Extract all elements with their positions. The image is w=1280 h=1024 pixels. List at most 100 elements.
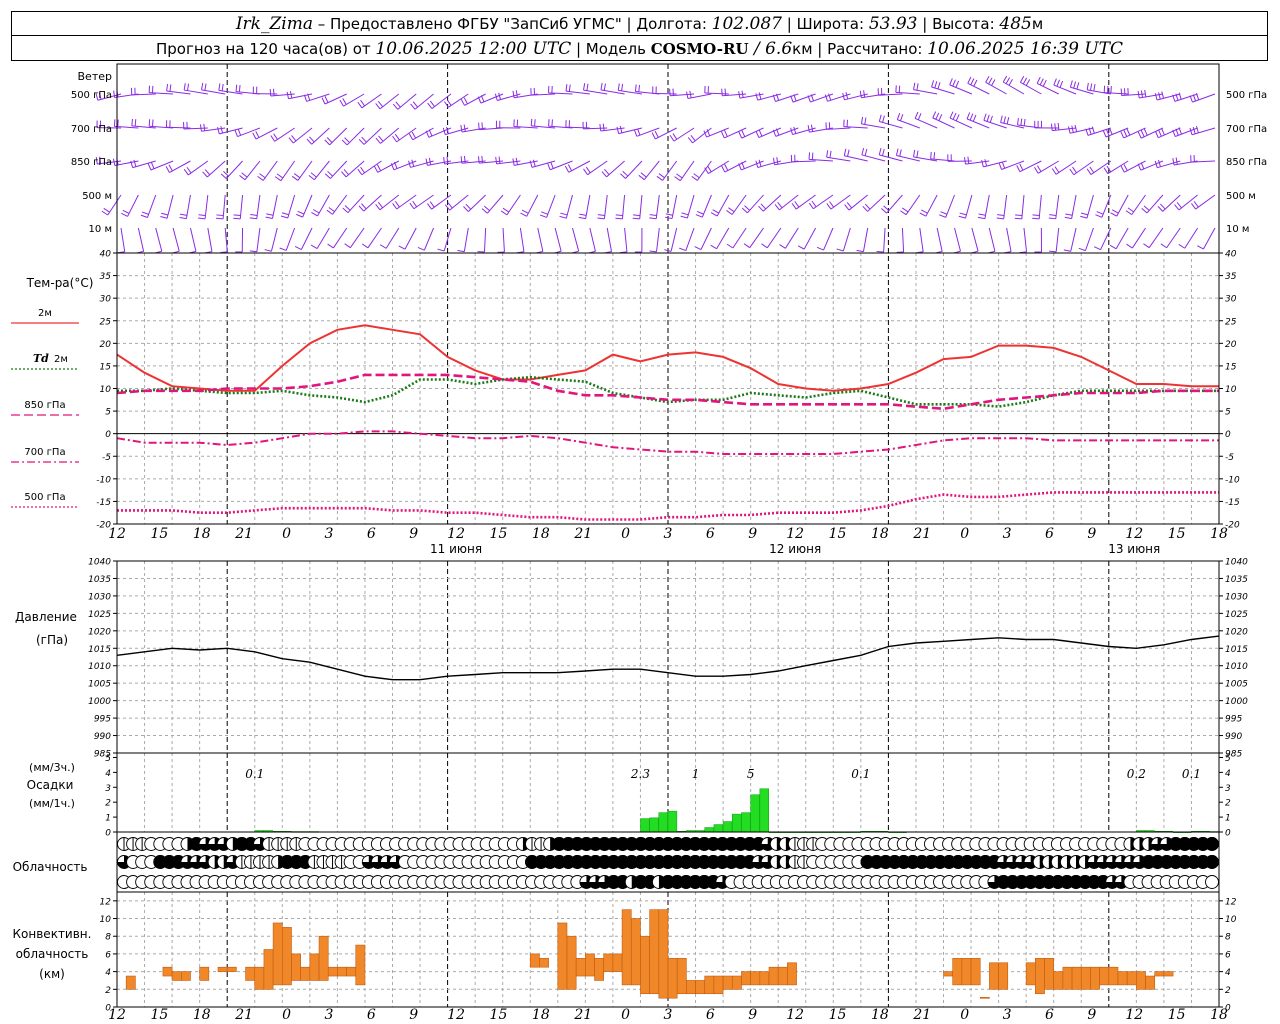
wind-barb-feather <box>949 78 953 86</box>
wind-barb-feather <box>429 201 435 208</box>
wind-barb-feather <box>377 201 383 209</box>
wind-barb-feather <box>1110 212 1118 217</box>
conv-bar <box>529 953 540 968</box>
wind-barb-feather <box>252 132 257 140</box>
wind-barb-feather <box>1158 129 1162 137</box>
hour-label-mid: 3 <box>664 526 673 542</box>
wind-barb <box>127 194 139 217</box>
conv-bar <box>612 953 623 972</box>
wind-barb-feather <box>860 116 864 124</box>
wind-barb <box>587 160 608 176</box>
wind-level-left: 10 м <box>89 224 112 235</box>
wind-barb-feather <box>726 243 734 249</box>
wind-barb-feather <box>900 210 907 216</box>
wind-barb-feather <box>964 157 966 165</box>
wind-barb-feather <box>741 130 746 137</box>
wind-barb-feather <box>394 133 400 141</box>
conv-tick-right: 2 <box>1225 986 1231 996</box>
wind-barb-feather <box>1080 215 1088 219</box>
wind-barb-feather <box>883 205 890 211</box>
wind-barb <box>716 227 730 249</box>
legend-label: 850 гПа <box>24 400 65 411</box>
hour-label-mid: 12 <box>1125 526 1143 542</box>
wind-barb-feather <box>1003 116 1006 124</box>
conv-bar <box>630 918 641 986</box>
wind-barb-feather <box>179 213 188 216</box>
wind-barb-feather <box>617 83 620 91</box>
wind-barb-feather <box>706 129 711 137</box>
conv-bar <box>731 975 742 990</box>
wind-barb-feather <box>1025 79 1031 86</box>
wind-barb-feather <box>919 212 927 217</box>
wind-barb <box>479 160 504 164</box>
wind-barb <box>795 194 816 210</box>
wind-barb <box>222 194 226 219</box>
wind-barb <box>905 194 921 216</box>
wind-barb-feather <box>878 147 882 155</box>
conv-bar <box>1053 971 1064 990</box>
wind-barb <box>1146 194 1164 214</box>
wind-barb-feather <box>494 93 498 101</box>
wind-barb-feather <box>863 90 866 98</box>
wind-barb-feather <box>826 150 829 158</box>
temp-tick-right: 40 <box>1225 250 1237 260</box>
hour-label-mid: 15 <box>150 526 168 542</box>
wind-barb-feather <box>895 148 899 156</box>
conv-tick-right: 12 <box>1225 897 1237 907</box>
wind-barb-feather <box>481 208 488 214</box>
wind-barb-feather <box>343 169 350 175</box>
wind-barb-feather <box>373 165 379 173</box>
temp-tick-left: -20 <box>96 521 111 531</box>
wind-barb-feather <box>1123 164 1128 171</box>
issue-time: 10.06.2025 12:00 UTC <box>375 39 572 59</box>
wind-barb <box>639 194 643 219</box>
wind-barb-feather <box>940 211 948 215</box>
wind-barb-feather <box>997 214 1005 216</box>
wind-barb-feather <box>375 103 381 110</box>
wind-barb <box>843 126 868 129</box>
wind-barb <box>324 93 347 105</box>
conv-bar <box>263 949 274 990</box>
temp-series-4 <box>117 491 1219 521</box>
conv-bar <box>309 953 320 981</box>
conv-bar <box>777 966 788 986</box>
wind-barb <box>1123 127 1146 139</box>
conv-tick-left: 12 <box>100 897 112 907</box>
conv-bar <box>199 966 210 981</box>
wind-barb-feather <box>761 243 768 249</box>
wind-barb-feather <box>836 248 844 252</box>
wind-barb-feather <box>1174 204 1180 211</box>
wind-barb <box>687 93 712 99</box>
cloud-title: Облачность <box>13 860 88 874</box>
wind-barb-feather <box>881 148 885 156</box>
wind-barb-feather <box>615 214 623 217</box>
wind-barb-feather <box>559 215 567 219</box>
wind-barb-feather <box>637 128 641 136</box>
panel-frame-conv <box>116 891 1220 1008</box>
wind-barb-feather <box>427 102 433 109</box>
conv-bar <box>695 980 706 995</box>
wind-barb <box>274 127 295 142</box>
wind-barb-feather <box>958 215 966 219</box>
wind-barb-feather <box>270 135 276 142</box>
wind-barb <box>1001 160 1025 170</box>
wind-barb-feather <box>1057 122 1060 130</box>
wind-barb <box>700 227 712 250</box>
wind-barb-feather <box>1049 250 1057 253</box>
wind-barb-feather <box>638 84 641 92</box>
wind-barb-feather <box>376 164 382 172</box>
wind-barb-feather <box>621 83 624 91</box>
wind-barb-feather <box>204 169 211 176</box>
wind-barb-feather <box>899 149 902 157</box>
wind-barb-feather <box>1123 129 1128 137</box>
wind-barb <box>1055 227 1060 252</box>
wind-barb <box>1191 127 1216 136</box>
wind-barb <box>137 227 145 252</box>
precip-tick-right: 4 <box>1225 769 1231 779</box>
wind-barb-feather <box>303 94 308 102</box>
temp-tick-left: 40 <box>100 250 112 260</box>
wind-barb-feather <box>327 170 334 177</box>
wind-barb <box>572 227 580 252</box>
pressure-tick-left: 985 <box>94 750 111 760</box>
hour-label-bottom: 3 <box>1003 1007 1012 1023</box>
